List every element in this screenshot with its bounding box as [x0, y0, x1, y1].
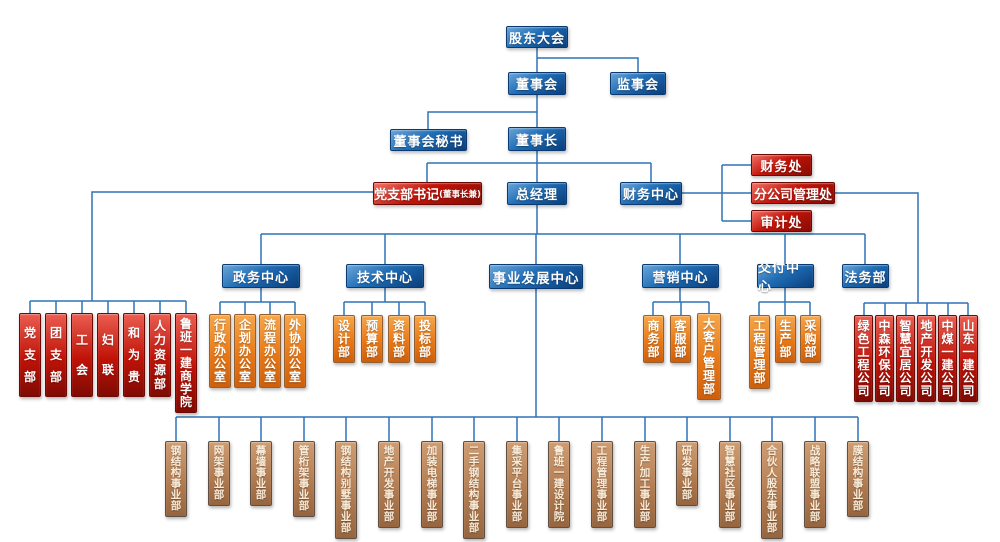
business-unit-box: 钢结构事业部	[165, 441, 187, 517]
node-branch-management-office: 分公司管理处	[751, 182, 835, 204]
subsidiary-box: 绿色工程公司	[854, 315, 873, 402]
node-party-branch-secretary: 党支部书记 (董事长兼)	[373, 182, 482, 205]
node-shareholders-meeting: 股东大会	[506, 26, 568, 48]
party-secretary-suffix: (董事长兼)	[439, 189, 481, 200]
subsidiary-box: 山东一建公司	[959, 315, 978, 402]
business-unit-box: 集采平台事业部	[506, 441, 528, 528]
admin-office-box: 行政办公室	[209, 314, 231, 388]
party-secretary-label: 党支部书记	[374, 188, 440, 203]
admin-office-box: 企划办公室	[234, 314, 256, 388]
business-unit-box: 加装电梯事业部	[421, 441, 443, 528]
tech-dept-box: 投标部	[414, 315, 436, 363]
tech-dept-box: 设计部	[333, 315, 355, 363]
subsidiary-box: 中煤一建公司	[938, 315, 957, 402]
node-audit-office: 审计处	[751, 210, 812, 232]
center-box-technology: 技术中心	[346, 264, 424, 288]
subsidiary-box: 智慧宜居公司	[896, 315, 915, 402]
tech-dept-box: 预算部	[361, 315, 383, 363]
business-unit-box: 生产加工事业部	[634, 441, 656, 528]
business-unit-box: 合伙人股东事业部	[761, 441, 783, 539]
business-unit-box: 地产开发事业部	[378, 441, 400, 528]
business-unit-box: 二手钢结构事业部	[463, 441, 485, 539]
center-box-delivery: 交付中心	[757, 261, 814, 295]
business-unit-box: 钢结构别墅事业部	[335, 441, 357, 539]
subsidiary-box: 中森环保公司	[875, 315, 894, 402]
business-unit-box: 膜结构事业部	[847, 441, 869, 517]
business-unit-box: 幕墙事业部	[250, 441, 272, 506]
delivery-dept-box: 工程管理部	[749, 315, 770, 389]
party-org-box: 党支部	[19, 313, 41, 397]
business-unit-box: 工程管理事业部	[591, 441, 613, 528]
business-unit-box: 鲁班一建设计院	[548, 441, 570, 528]
marketing-dept-box: 客服部	[670, 315, 691, 363]
node-board-secretary: 董事会秘书	[390, 129, 467, 151]
node-finance-center: 财务中心	[620, 182, 682, 205]
center-box-business-development: 事业发展中心	[489, 264, 583, 289]
center-box-legal: 法务部	[842, 264, 889, 288]
marketing-dept-box: 商务部	[643, 315, 664, 363]
business-unit-box: 网架事业部	[208, 441, 230, 506]
business-unit-box: 智慧社区事业部	[719, 441, 741, 528]
party-org-box: 妇联	[97, 313, 119, 397]
party-org-box: 工会	[71, 313, 93, 397]
center-box-marketing: 营销中心	[642, 264, 719, 288]
node-board-of-directors: 董事会	[508, 72, 566, 95]
tech-dept-box: 资料部	[388, 315, 410, 363]
party-org-box: 和为贵	[123, 313, 145, 397]
node-chairman: 董事长	[508, 127, 566, 151]
party-org-box: 鲁班一建商学院	[175, 313, 197, 413]
node-supervisory-board: 监事会	[610, 72, 666, 95]
admin-office-box: 外协办公室	[284, 314, 306, 388]
admin-office-box: 流程办公室	[259, 314, 281, 388]
subsidiary-box: 地产开发公司	[917, 315, 936, 402]
party-org-box: 人力资源部	[149, 313, 171, 397]
party-org-box: 团支部	[45, 313, 67, 397]
business-unit-box: 管桁架事业部	[293, 441, 315, 517]
delivery-dept-box: 生产部	[775, 315, 796, 363]
business-unit-box: 战略联盟事业部	[804, 441, 826, 528]
marketing-dept-box: 大客户管理部	[697, 313, 721, 400]
node-general-manager: 总经理	[507, 182, 567, 205]
delivery-dept-box: 采购部	[800, 315, 821, 363]
business-unit-box: 研发事业部	[676, 441, 698, 506]
node-finance-office: 财务处	[751, 154, 812, 176]
center-box-admin: 政务中心	[222, 264, 300, 288]
